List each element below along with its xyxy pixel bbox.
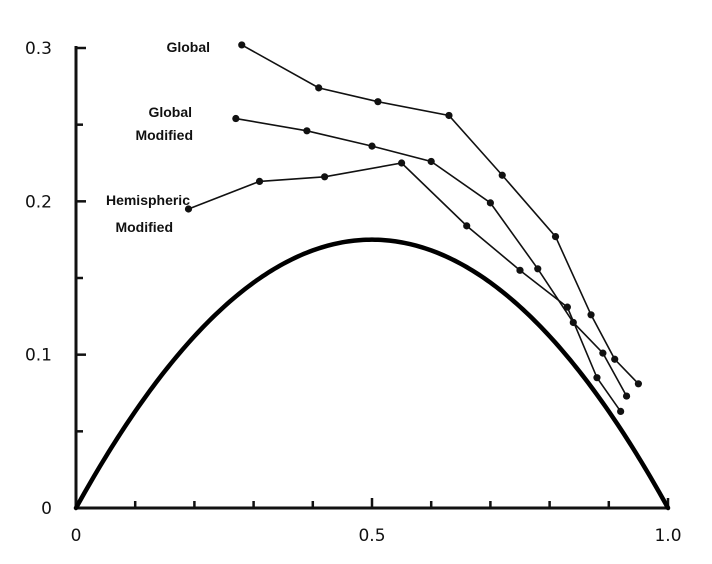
series-1-point bbox=[303, 127, 311, 135]
axes bbox=[74, 46, 670, 510]
series-1-point bbox=[622, 392, 631, 400]
y-tick-label: 0.2 bbox=[25, 192, 52, 212]
series-1-point bbox=[427, 157, 435, 166]
series-2-point bbox=[516, 266, 524, 274]
series-2-point bbox=[398, 159, 406, 167]
series-0-point bbox=[551, 233, 560, 241]
series-0-point bbox=[634, 380, 643, 388]
x-tick-label: 1.0 bbox=[654, 526, 681, 546]
x-tick-label: 0.5 bbox=[358, 526, 385, 546]
series-1-point bbox=[534, 265, 542, 273]
series-label: Modified bbox=[135, 127, 193, 143]
series-1-point bbox=[599, 349, 607, 357]
series-0-point bbox=[587, 311, 595, 319]
series-0-point bbox=[445, 111, 453, 120]
series-0-point bbox=[315, 84, 323, 92]
series-2-point bbox=[184, 205, 193, 213]
series-2-point bbox=[593, 374, 601, 382]
y-tick-label: 0 bbox=[41, 499, 52, 519]
series-1-point bbox=[232, 114, 240, 123]
series-0-point bbox=[611, 355, 619, 363]
series-2-point bbox=[255, 177, 264, 185]
series-label: Global bbox=[166, 39, 210, 55]
series-0-point bbox=[498, 171, 506, 179]
series-2-point bbox=[321, 173, 329, 181]
series-2-point bbox=[463, 222, 471, 230]
series-label: Modified bbox=[115, 219, 173, 235]
series-0-point bbox=[238, 41, 246, 49]
x-tick-label: 0 bbox=[71, 526, 82, 546]
series-1-point bbox=[368, 142, 376, 150]
series-label: Hemispheric bbox=[106, 192, 190, 208]
series-0-point bbox=[374, 98, 382, 106]
series-1-point bbox=[486, 199, 494, 207]
series-line-2 bbox=[188, 162, 622, 412]
curves bbox=[73, 237, 671, 511]
series-label: Global bbox=[148, 104, 192, 120]
series bbox=[184, 41, 643, 415]
series-2-point bbox=[617, 407, 625, 415]
series-2-point bbox=[563, 303, 571, 311]
y-tick-label: 0.3 bbox=[25, 39, 52, 59]
labels: 0 0.1 0.2 0.3 0 0.5 1.0 Global Global Modified Hem… bbox=[25, 39, 682, 546]
y-tick-label: 0.1 bbox=[25, 346, 52, 366]
parabolic-curve bbox=[73, 237, 671, 511]
